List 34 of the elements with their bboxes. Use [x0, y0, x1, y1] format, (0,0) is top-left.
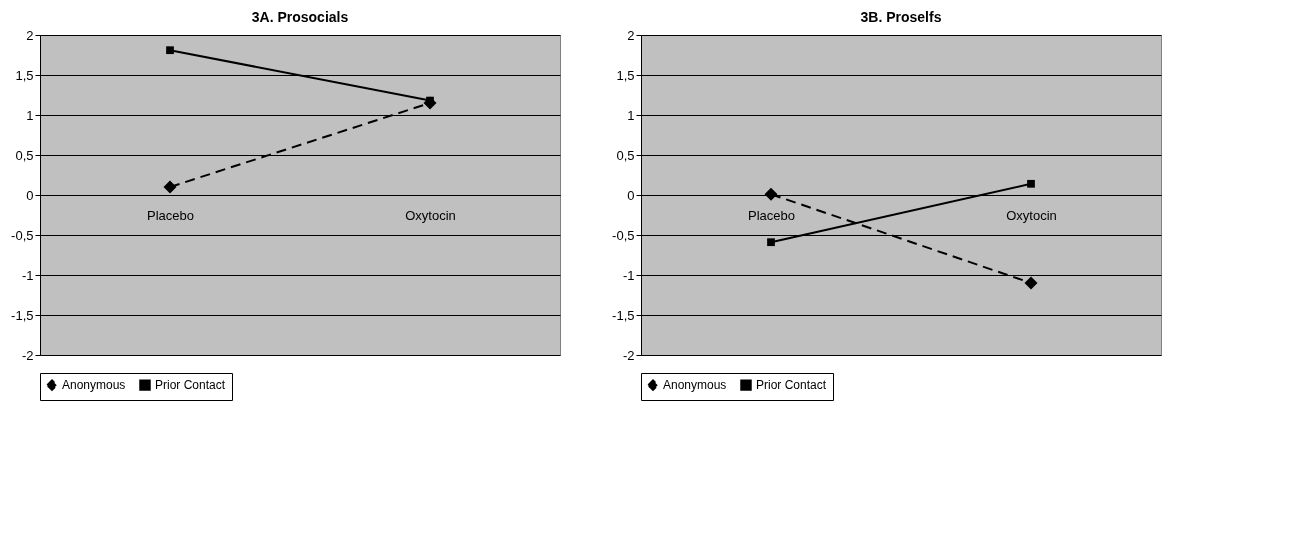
legend-label: Anonymous [663, 378, 727, 393]
point [1024, 276, 1038, 290]
y-tick-label: -1,5 [612, 307, 635, 323]
x-tick-label: Oxytocin [1006, 207, 1057, 223]
y-tick-label: 0 [26, 187, 34, 203]
legend-label: Prior Contact [756, 378, 827, 393]
chart-title: 3B. Proselfs [860, 9, 942, 25]
y-tick-label: -1,5 [11, 307, 34, 323]
y-tick-label: -1 [622, 267, 635, 283]
x-tick-label: Placebo [147, 207, 194, 223]
y-tick-label: -2 [622, 347, 635, 363]
point [166, 46, 174, 55]
x-tick-label: Oxytocin [405, 207, 456, 223]
y-tick-label: 2 [26, 27, 34, 43]
legend-label: Anonymous [62, 378, 126, 393]
y-tick-label: 0,5 [616, 147, 635, 163]
point [764, 187, 778, 201]
y-tick-label: -0,5 [11, 227, 34, 243]
point [767, 238, 775, 247]
y-tick-label: 2 [627, 27, 635, 43]
y-tick-label: 1,5 [15, 67, 34, 83]
y-tick-label: 1 [26, 107, 34, 123]
y-tick-label: 1 [627, 107, 635, 123]
y-tick-label: 1,5 [616, 67, 635, 83]
chart-title: 3A. Prosocials [251, 9, 349, 25]
legend-label: Prior Contact [155, 378, 226, 393]
point [163, 180, 177, 194]
x-tick-label: Placebo [748, 207, 795, 223]
y-tick-label: -1 [21, 267, 34, 283]
point [1027, 179, 1035, 188]
y-tick-label: 0,5 [15, 147, 34, 163]
y-tick-label: 0 [627, 187, 635, 203]
y-tick-label: -2 [21, 347, 34, 363]
y-tick-label: -0,5 [612, 227, 635, 243]
